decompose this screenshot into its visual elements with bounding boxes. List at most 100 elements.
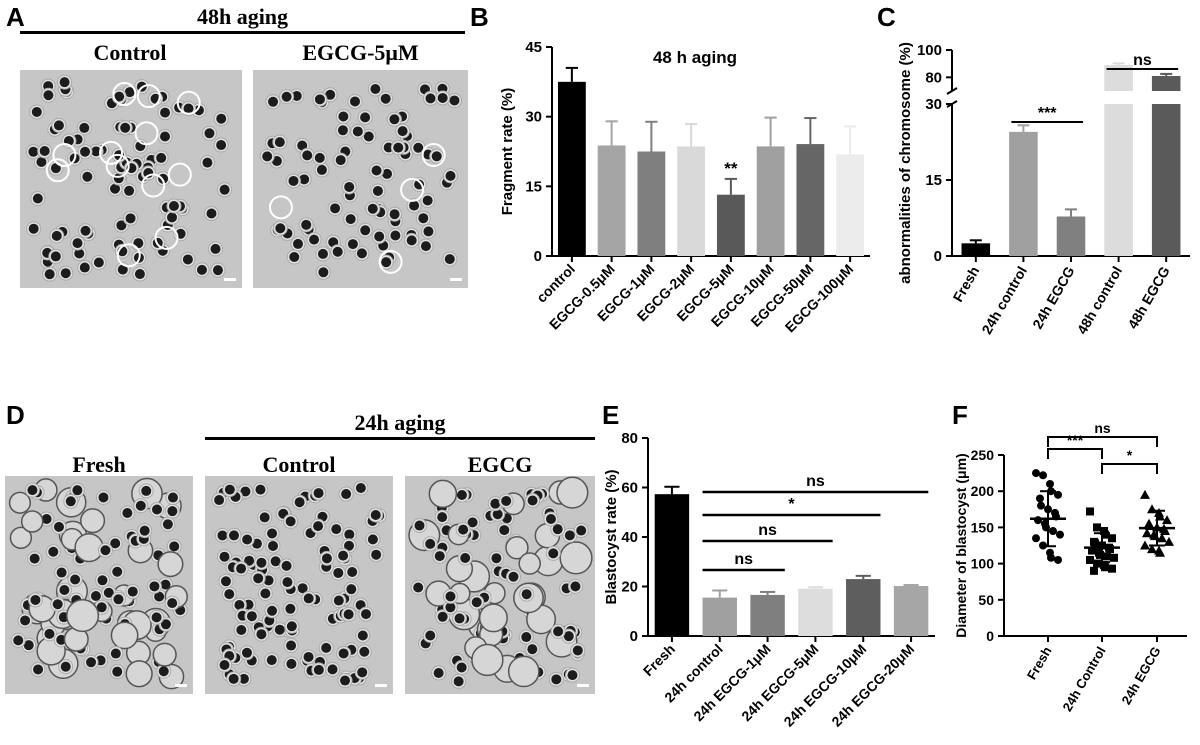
cell	[141, 485, 152, 496]
x-tick-label-24h-egcg-10-m: 24h EGCG-10μM	[780, 641, 869, 730]
micrograph-image	[205, 476, 393, 694]
blastocyst	[157, 551, 184, 578]
highlight-ring	[268, 195, 293, 220]
cell	[458, 524, 469, 535]
cell	[551, 674, 562, 685]
y-tick-label: 50	[978, 592, 994, 608]
cell	[256, 629, 267, 640]
cell	[206, 208, 217, 219]
comparison-label: *	[1127, 447, 1133, 463]
cell	[553, 626, 564, 637]
cell	[490, 498, 501, 509]
cell	[499, 525, 510, 536]
cell	[228, 673, 239, 684]
cell	[313, 664, 324, 675]
micrograph-image	[20, 70, 242, 288]
cell	[114, 91, 125, 102]
cell	[158, 666, 169, 677]
cell	[236, 563, 247, 574]
cell	[28, 146, 39, 157]
cell	[567, 670, 578, 681]
micrograph-control-48h	[20, 70, 242, 288]
comparison-bracket	[1047, 448, 1103, 459]
cell	[251, 538, 262, 549]
y-tick-label: 0	[630, 628, 638, 645]
panel-letter-f: F	[952, 400, 968, 430]
cell	[380, 93, 391, 104]
cell	[219, 184, 230, 195]
cell	[545, 513, 556, 524]
highlight-ring	[176, 90, 201, 115]
cell	[246, 611, 257, 622]
data-point	[1039, 471, 1047, 480]
comparison-label: ns	[1094, 420, 1111, 436]
cell	[169, 541, 180, 552]
cell	[241, 647, 252, 658]
cell	[86, 657, 97, 668]
cell	[29, 553, 40, 564]
cell	[120, 122, 131, 133]
cell	[96, 602, 107, 613]
bar-control	[557, 81, 586, 256]
data-point	[1108, 564, 1116, 573]
data-point	[1101, 563, 1109, 572]
cell	[347, 239, 358, 250]
cell	[91, 146, 102, 157]
y-tick-label: 0	[934, 248, 942, 265]
cell	[60, 268, 71, 279]
y-tick-label: 250	[971, 447, 995, 463]
scale-bar	[375, 684, 387, 687]
bar-24h-egcg-1-m	[750, 594, 785, 636]
cell	[112, 566, 123, 577]
cell	[253, 573, 264, 584]
cell	[460, 552, 471, 563]
bar-48h-control	[1104, 104, 1133, 256]
cell	[160, 131, 171, 142]
highlight-ring	[99, 140, 124, 165]
cell	[445, 602, 456, 613]
cell	[255, 484, 266, 495]
micrograph-fresh	[5, 476, 193, 694]
panel-d-label-control: Control	[262, 452, 336, 477]
cell	[240, 486, 251, 497]
cell	[112, 666, 123, 677]
cell	[572, 645, 583, 656]
cell	[267, 605, 278, 616]
cell	[337, 125, 348, 136]
cell	[124, 185, 135, 196]
x-tick-label-fresh: Fresh	[1024, 644, 1055, 682]
cell	[210, 243, 221, 254]
panel-letter-e: E	[602, 400, 620, 430]
cell	[548, 548, 559, 559]
cell	[124, 87, 135, 98]
cell	[113, 173, 124, 184]
cell	[113, 594, 124, 605]
cell	[212, 265, 223, 276]
highlight-ring	[52, 143, 77, 168]
cell	[383, 142, 394, 153]
cell	[149, 581, 160, 592]
x-tick-label-24h-control: 24h Control	[1059, 644, 1108, 714]
cell	[527, 495, 538, 506]
cell	[330, 203, 341, 214]
cell	[285, 603, 296, 614]
cell	[110, 183, 121, 194]
cell	[344, 181, 355, 192]
cell	[50, 163, 61, 174]
cell	[413, 582, 424, 593]
cell	[445, 591, 456, 602]
cell	[59, 77, 70, 88]
cell	[357, 667, 368, 678]
panel-d-label-egcg: EGCG	[467, 452, 533, 477]
cell	[228, 530, 239, 541]
cell	[39, 145, 50, 156]
blastocyst	[125, 660, 153, 688]
cell	[367, 534, 378, 545]
cell	[302, 150, 313, 161]
data-point	[1162, 515, 1172, 525]
blastocyst	[471, 643, 504, 677]
micrograph-image	[5, 476, 193, 694]
data-point	[1086, 555, 1094, 564]
blastocyst	[9, 526, 33, 550]
cell	[204, 128, 215, 139]
